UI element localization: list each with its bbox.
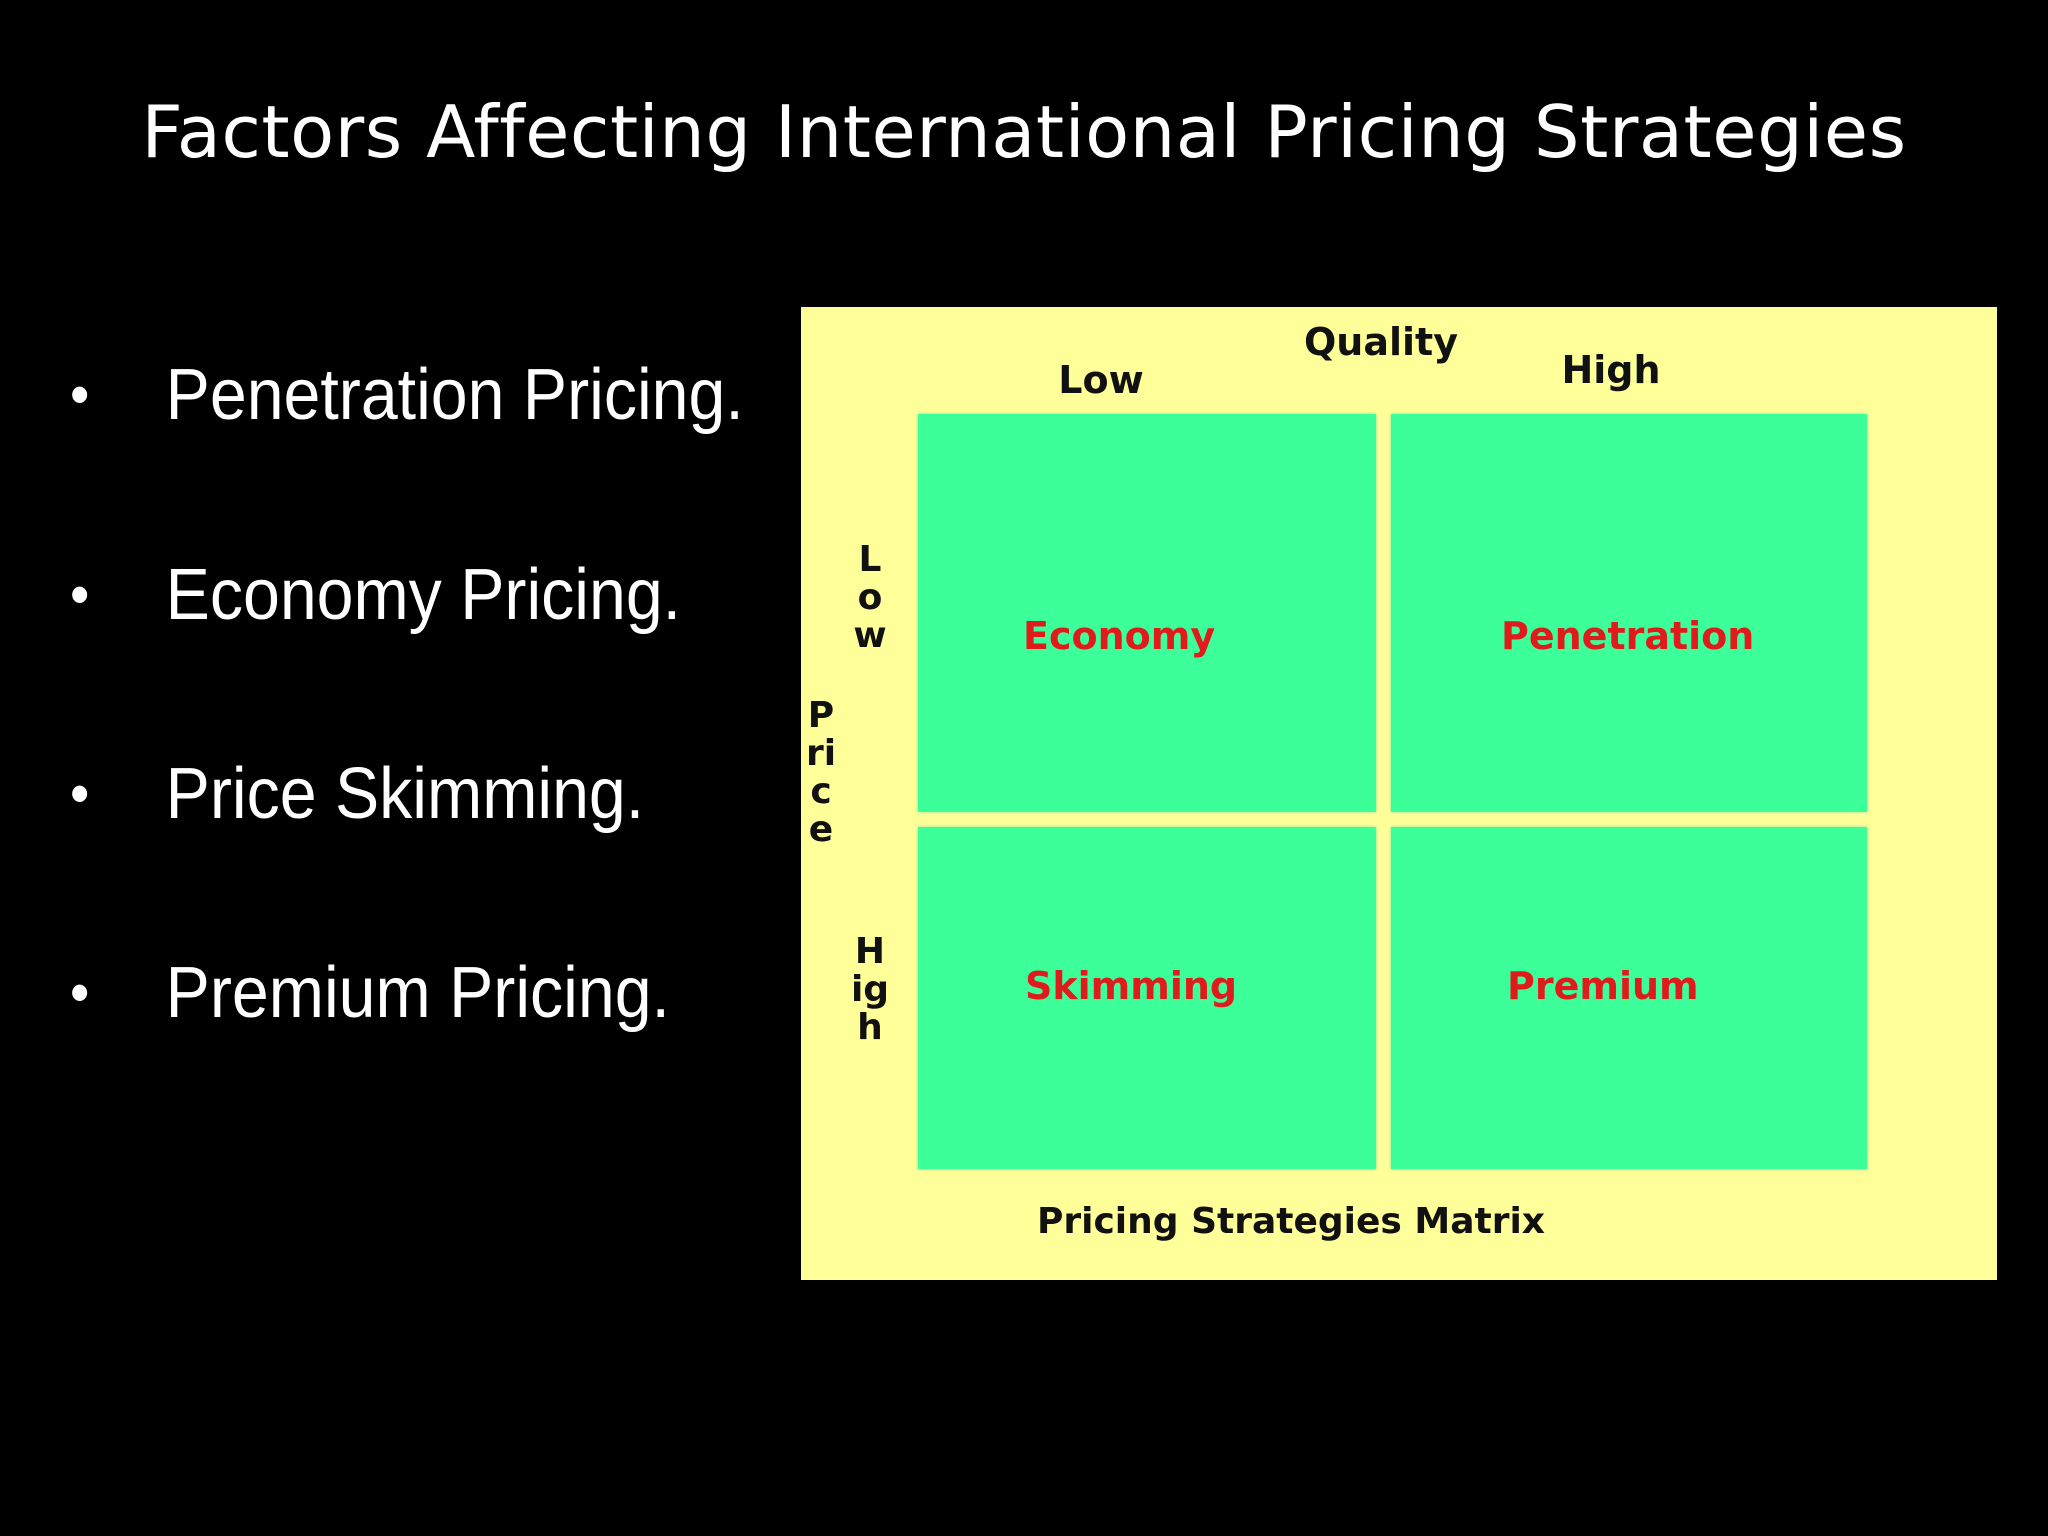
bullet-marker: • [70,361,90,428]
quality-high-label: High [1561,348,1661,392]
pricing-strategies-matrix: Quality Low High Low Price High Economy … [801,307,1997,1280]
bullet-list: • Penetration Pricing. • Economy Pricing… [0,0,780,1536]
bullet-text: Penetration Pricing. [165,355,744,435]
bullet-text: Economy Pricing. [165,555,682,635]
price-high-label: High [850,931,890,1048]
bullet-item-premium: • Premium Pricing. [70,943,732,1043]
quality-axis-title: Quality [1304,320,1458,364]
bullet-text: Price Skimming. [165,754,645,834]
price-low-label: Low [853,539,887,656]
matrix-caption: Pricing Strategies Matrix [1036,1201,1546,1242]
quadrant-skimming [918,827,1376,1169]
quadrant-label-economy: Economy [1023,614,1216,658]
bullet-item-economy: • Economy Pricing. [70,545,732,645]
quality-low-label: Low [1058,358,1144,402]
price-axis-title: Price [805,695,837,850]
bullet-marker: • [70,760,90,827]
quadrant-economy [918,414,1376,812]
bullet-text: Premium Pricing. [165,953,670,1033]
quadrant-label-premium: Premium [1507,964,1699,1008]
quadrant-label-penetration: Penetration [1501,614,1755,658]
bullet-marker: • [70,561,90,628]
quadrant-premium [1391,827,1867,1169]
quadrant-penetration [1391,414,1867,812]
bullet-marker: • [70,959,90,1026]
slide-title: Factors Affecting International Pricing … [141,90,1907,174]
quadrant-label-skimming: Skimming [1025,964,1238,1008]
bullet-item-penetration: • Penetration Pricing. [70,345,744,445]
bullet-item-skimming: • Price Skimming. [70,744,732,844]
